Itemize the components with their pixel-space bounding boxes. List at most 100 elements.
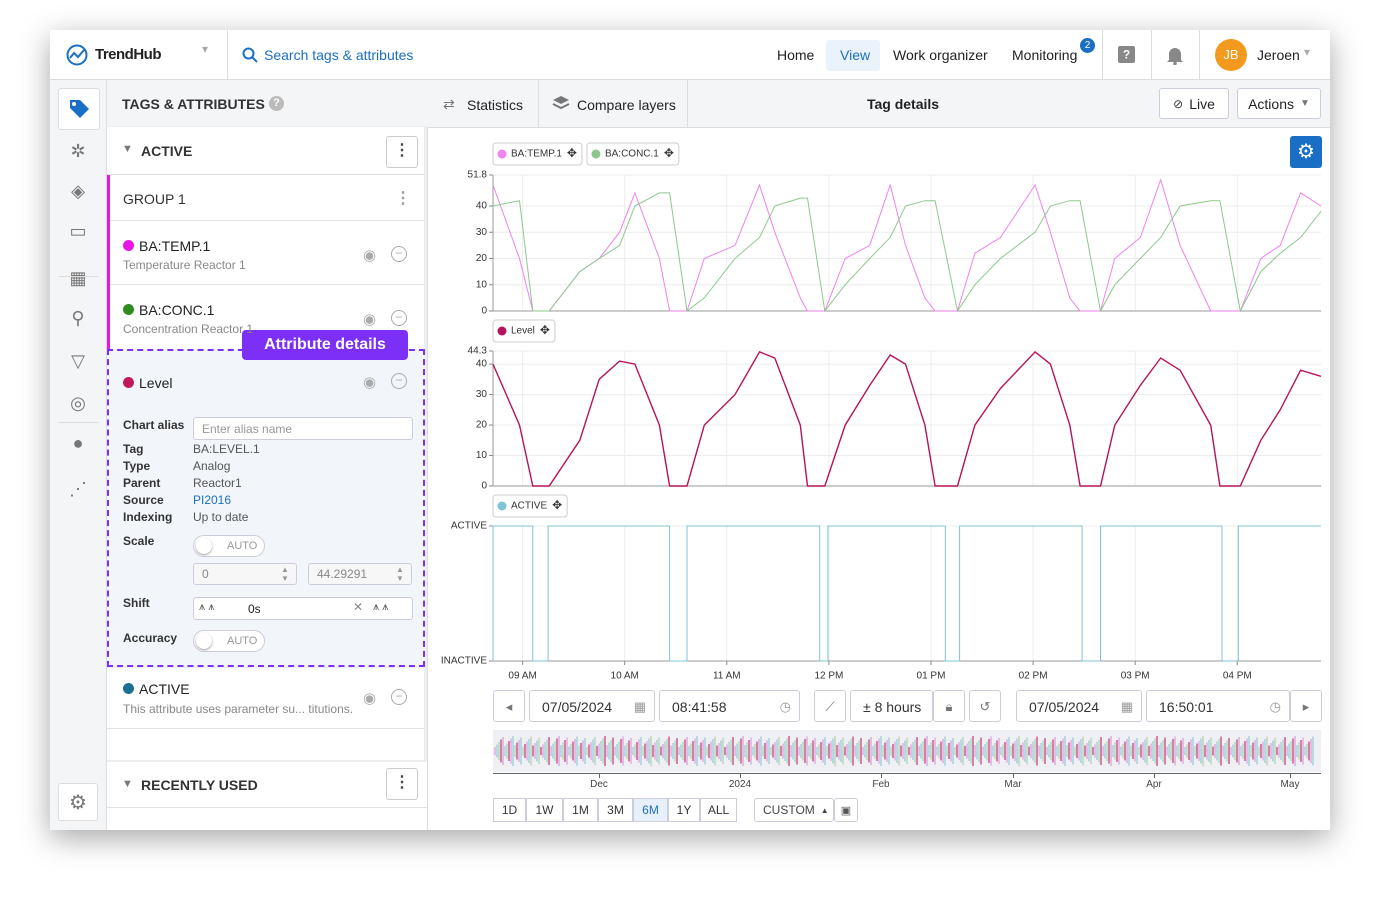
icon: ▦ [1121,699,1133,715]
user-name[interactable]: Jeroen [1257,47,1300,63]
remove-button[interactable]: − [391,310,407,326]
color-dot [123,683,134,694]
x-tick-label: 03 PM [1121,671,1150,682]
field-text: ± 8 hours [863,699,921,715]
remove-button[interactable]: − [391,373,407,389]
time-button[interactable]: ◂ [493,690,525,722]
range-button[interactable]: 1Y [668,798,700,822]
spinner[interactable]: ▲▼ [281,565,289,583]
visibility-button[interactable]: ◉ [363,373,376,391]
y-tick-label: 51.8 [468,170,488,181]
visibility-button[interactable]: ◉ [363,246,376,264]
caret: ▲ [821,806,829,815]
attribute-name[interactable]: BA:CONC.1 [139,302,214,318]
collapse-caret[interactable]: ▼ [122,143,133,155]
nav-link[interactable]: View [840,47,870,63]
time-button[interactable]: ⟋ [814,690,846,722]
section-menu[interactable]: ⋮ [386,768,418,800]
time-field[interactable]: 16:50:01◷ [1146,690,1290,722]
navigator-label: Feb [872,779,889,790]
logo[interactable]: TrendHub [95,46,161,63]
color-dot [123,304,134,315]
nav-link[interactable]: Work organizer [893,47,988,63]
x-tick-label: 09 AM [508,671,536,682]
rail-button[interactable]: ⋰ [58,471,98,507]
time-field[interactable]: 07/05/2024▦ [1016,690,1142,722]
range-button[interactable]: 3M [598,798,633,822]
move-icon: ✥ [552,498,562,512]
property-value[interactable]: PI2016 [193,493,231,507]
range-button[interactable]: 1W [526,798,563,822]
shift-back-button[interactable]: ⩚ ⩚ [199,601,214,614]
notifications-button[interactable] [1166,45,1184,65]
section-menu[interactable]: ⋮ [386,136,418,168]
rail-button[interactable]: ● [58,425,98,461]
attribute-name: ACTIVE [139,681,190,697]
legend-chip[interactable]: BA:CONC.1✥ [587,143,679,165]
attribute-item[interactable] [107,668,424,729]
live-button[interactable]: ⊘Live [1159,88,1229,119]
range-picker[interactable]: ▣ [834,798,858,822]
avatar[interactable]: JB [1215,39,1247,71]
badge: 2 [1080,38,1095,53]
time-button[interactable]: 🔒︎ [933,690,965,722]
statistics-tab[interactable]: Statistics [467,97,523,113]
attribute-name[interactable]: BA:TEMP.1 [139,238,210,254]
legend-chip[interactable]: ACTIVE✥ [493,495,567,517]
move-icon: ✥ [540,323,550,337]
spinner[interactable]: ▲▼ [396,565,404,583]
series-line [493,526,1321,661]
visibility-button[interactable]: ◉ [363,689,376,707]
visibility-button[interactable]: ◉ [363,310,376,328]
time-field[interactable]: 07/05/2024▦ [529,690,655,722]
chip-dot [498,502,507,511]
navigator[interactable] [493,730,1321,772]
remove-button[interactable]: − [391,246,407,262]
clear-shift[interactable]: ✕ [353,600,363,614]
actions-button[interactable]: Actions▼ [1237,88,1321,119]
icon: ↺ [970,699,1000,715]
rail-settings[interactable]: ⚙ [58,783,98,821]
rail-button[interactable]: ◎ [58,385,98,421]
time-button[interactable]: ↺ [969,690,1001,722]
rail-button[interactable]: ✲ [58,133,98,169]
compare-tab[interactable]: Compare layers [577,97,676,113]
collapse-caret[interactable]: ▼ [122,778,133,790]
nav-link[interactable]: Monitoring [1012,47,1077,63]
divider [1102,30,1103,79]
navigator-tick [1154,774,1155,778]
rail-button[interactable]: ◈ [58,173,98,209]
rail-button[interactable]: ⚲ [58,300,98,336]
divider [538,80,539,127]
search-box[interactable]: Search tags & attributes [264,47,413,63]
range-button[interactable]: ALL [700,798,737,822]
time-button[interactable]: ▸ [1290,690,1322,722]
property-value: Up to date [193,510,248,524]
nav-link[interactable]: Home [777,47,814,63]
help-button[interactable]: ? [1118,46,1135,63]
legend-chip[interactable]: BA:TEMP.1✥ [493,143,582,165]
alias-input[interactable]: Enter alias name [193,417,413,440]
layers-icon [552,95,570,111]
rail-button[interactable]: ▭ [58,213,98,249]
statistics-icon: ⇄ [443,96,455,113]
time-field[interactable]: 08:41:58◷ [659,690,800,722]
rail-tags-button[interactable] [58,88,100,130]
panel-help[interactable]: ? [269,96,284,111]
range-button[interactable]: 6M [633,798,668,822]
legend-chip[interactable]: Level✥ [493,320,555,342]
custom-range[interactable]: CUSTOM▲ [754,798,834,822]
range-button[interactable]: 1D [493,798,526,822]
rail-button[interactable]: ▦ [58,260,98,296]
divider [227,30,228,79]
logo-caret[interactable]: ▾ [202,42,208,56]
remove-button[interactable]: − [391,689,407,705]
range-button[interactable]: 1M [563,798,598,822]
rail-button[interactable]: ▽ [58,343,98,379]
shift-forward-button[interactable]: ⩚ ⩚ [373,601,388,614]
time-field[interactable]: ± 8 hours [850,690,933,722]
x-tick-label: 04 PM [1223,671,1252,682]
group-menu[interactable]: ⋮ [395,188,411,208]
navigator-tick [1013,774,1014,778]
user-caret[interactable]: ▾ [1304,45,1310,59]
